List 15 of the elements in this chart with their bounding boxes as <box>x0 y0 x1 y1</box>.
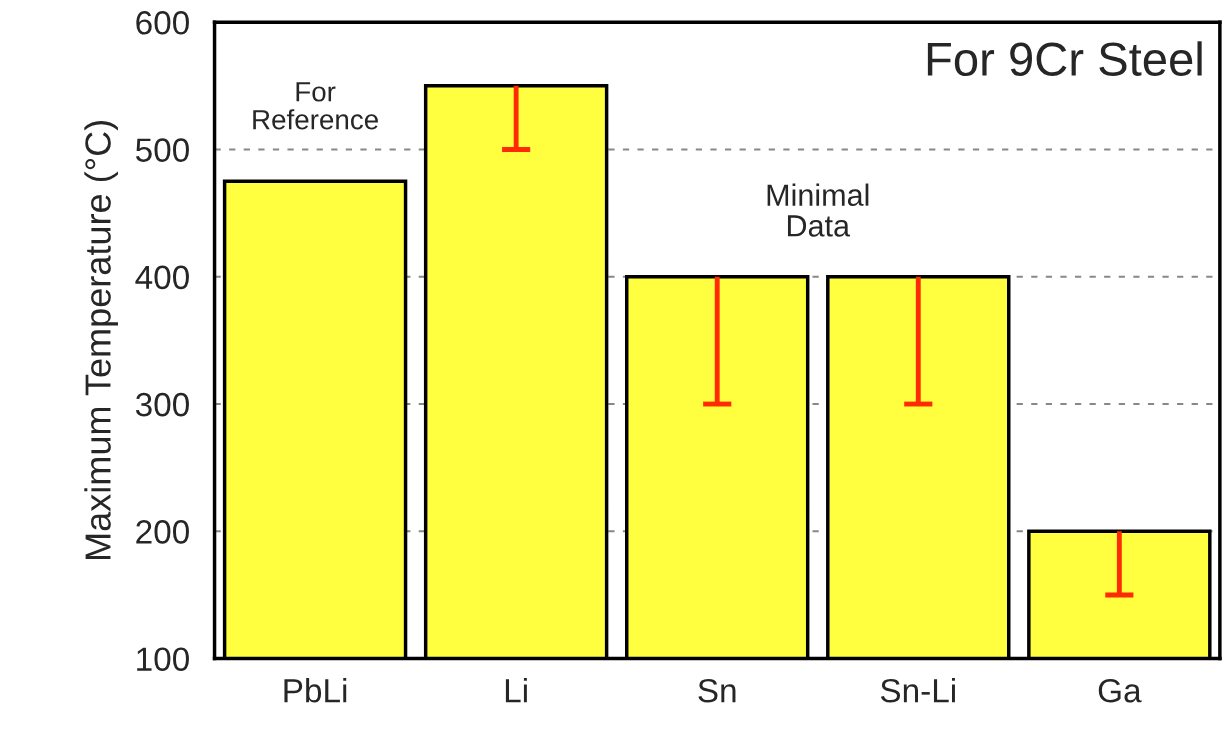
annotation: Minimal Data <box>767 183 869 237</box>
y-tick-label: 100 <box>137 647 189 672</box>
y-tick-label: 500 <box>135 138 189 162</box>
y-tick-label: 600 <box>136 11 189 35</box>
x-tick-label: PbLi <box>284 678 347 703</box>
y-tick-label: 300 <box>135 392 189 417</box>
y-tick-label: 400 <box>135 265 189 290</box>
y-tick-label: 200 <box>136 520 189 544</box>
annotation: For 9Cr Steel <box>927 41 1202 76</box>
y-axis-title: Maximum Temperature (°C) <box>84 121 118 560</box>
x-tick-label: Ga <box>1098 678 1142 703</box>
x-tick-label: Li <box>505 678 527 703</box>
x-tick-label: Sn <box>698 678 736 703</box>
x-tick-label: Sn-Li <box>880 678 955 703</box>
annotation: For Reference <box>253 82 378 130</box>
